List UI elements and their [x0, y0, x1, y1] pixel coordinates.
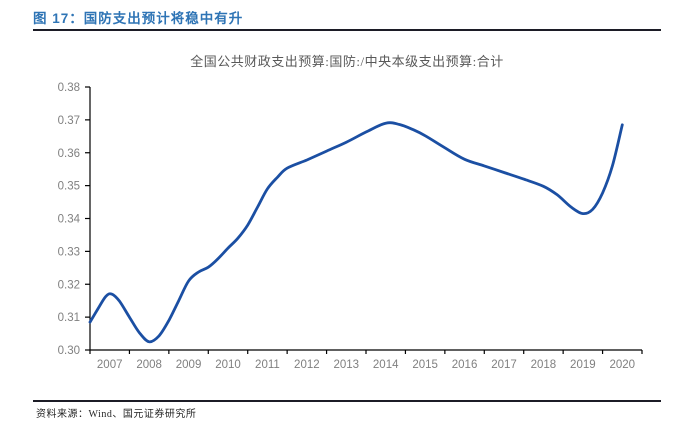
- x-tick-label: 2012: [294, 359, 320, 371]
- top-divider: [33, 29, 661, 31]
- x-tick-label: 2007: [97, 359, 123, 371]
- x-tick-label: 2013: [333, 359, 359, 371]
- x-tick-label: 2019: [570, 359, 596, 371]
- x-tick-label: 2020: [609, 359, 635, 371]
- x-tick-label: 2010: [215, 359, 241, 371]
- chart-title: 全国公共财政支出预算:国防:/中央本级支出预算:合计: [190, 54, 503, 69]
- x-tick-label: 2011: [255, 359, 280, 371]
- data-series-line: [88, 121, 624, 344]
- x-tick-label: 2017: [491, 359, 517, 371]
- y-tick-label: 0.32: [58, 279, 80, 291]
- x-tick-label: 2016: [452, 359, 478, 371]
- y-tick-label: 0.36: [58, 148, 80, 160]
- bottom-divider: [33, 400, 661, 402]
- x-tick-label: 2009: [176, 359, 202, 371]
- figure-caption: 图 17：国防支出预计将稳中有升: [33, 11, 244, 26]
- x-tick-label: 2008: [136, 359, 162, 371]
- y-tick-label: 0.31: [58, 312, 80, 324]
- x-tick-label: 2015: [412, 359, 438, 371]
- y-tick-label: 0.35: [58, 181, 80, 193]
- y-tick-label: 0.33: [58, 246, 80, 258]
- y-tick-label: 0.30: [58, 345, 80, 357]
- source-note: 资料来源：Wind、国元证券研究所: [36, 409, 197, 420]
- x-tick-label: 2014: [373, 359, 399, 371]
- y-tick-label: 0.38: [58, 82, 80, 94]
- x-tick-label: 2018: [531, 359, 557, 371]
- y-tick-label: 0.37: [58, 115, 80, 127]
- y-tick-label: 0.34: [58, 214, 81, 226]
